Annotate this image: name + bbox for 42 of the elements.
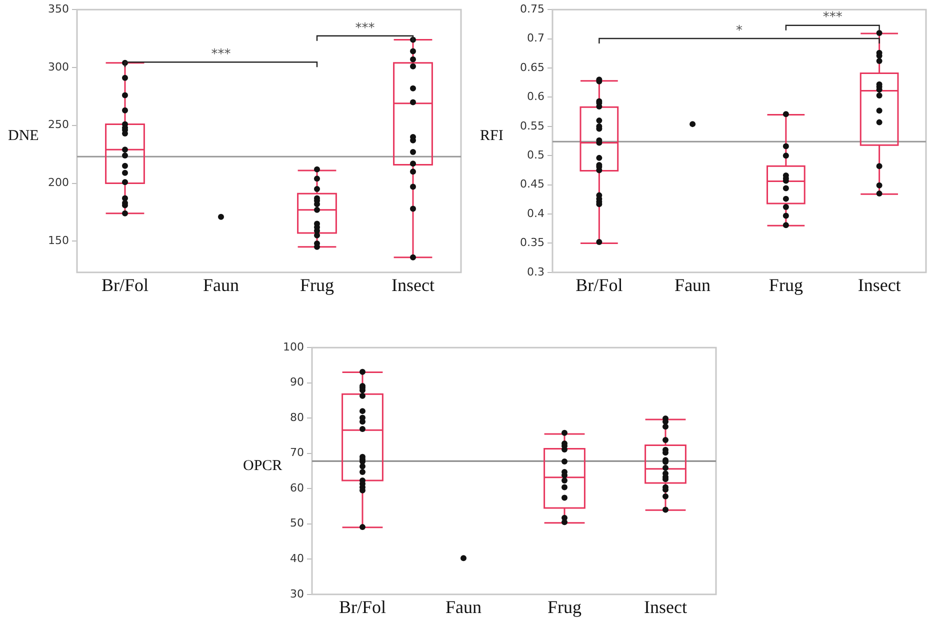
y-tick-label: 60: [290, 481, 304, 494]
y-axis-title: RFI: [480, 128, 504, 145]
y-tick-label: 40: [290, 552, 304, 565]
x-tick-label: Frug: [547, 596, 582, 617]
y-tick-label: 0.75: [520, 2, 544, 16]
y-tick-label: 0.5: [526, 148, 544, 162]
y-tick-label: 50: [290, 516, 304, 530]
y-tick-label: 150: [48, 234, 69, 247]
y-tick-label: 0.65: [520, 60, 544, 74]
y-tick-label: 0.35: [520, 236, 544, 250]
x-tick-label: Faun: [445, 596, 482, 617]
annotation: ***: [355, 20, 376, 36]
y-axis-title: OPCR: [243, 458, 283, 475]
y-tick-label: 0.4: [526, 206, 544, 220]
y-tick-label: 350: [48, 2, 69, 16]
x-tick-label: Br/Fol: [101, 274, 149, 295]
annotation: ***: [211, 47, 232, 62]
y-tick-label: 0.7: [526, 32, 544, 45]
y-tick-label: 30: [290, 587, 304, 600]
x-tick-label: Br/Fol: [338, 596, 386, 617]
y-tick-label: 200: [48, 176, 69, 190]
x-tick-label: Br/Fol: [576, 274, 623, 295]
y-axis-title: DNE: [8, 128, 40, 145]
annotation: *: [736, 23, 743, 38]
y-tick-label: 80: [290, 410, 304, 424]
x-tick-label: Insect: [392, 274, 434, 295]
x-tick-label: Frug: [768, 274, 803, 295]
y-tick-label: 100: [282, 340, 304, 354]
x-tick-label: Faun: [202, 274, 239, 295]
y-tick-label: 0.3: [526, 265, 544, 278]
x-tick-label: Insect: [858, 274, 901, 295]
y-tick-label: 250: [48, 118, 69, 132]
y-tick-label: 0.45: [520, 178, 544, 191]
y-tick-label: 0.55: [520, 119, 544, 132]
annotation: ***: [822, 10, 843, 26]
x-tick-label: Insect: [644, 596, 687, 617]
y-tick-label: 0.6: [526, 90, 544, 104]
y-tick-label: 70: [290, 446, 304, 460]
y-tick-label: 300: [48, 60, 69, 74]
x-tick-label: Frug: [300, 274, 334, 295]
y-tick-label: 90: [290, 376, 304, 389]
x-tick-label: Faun: [674, 274, 711, 295]
